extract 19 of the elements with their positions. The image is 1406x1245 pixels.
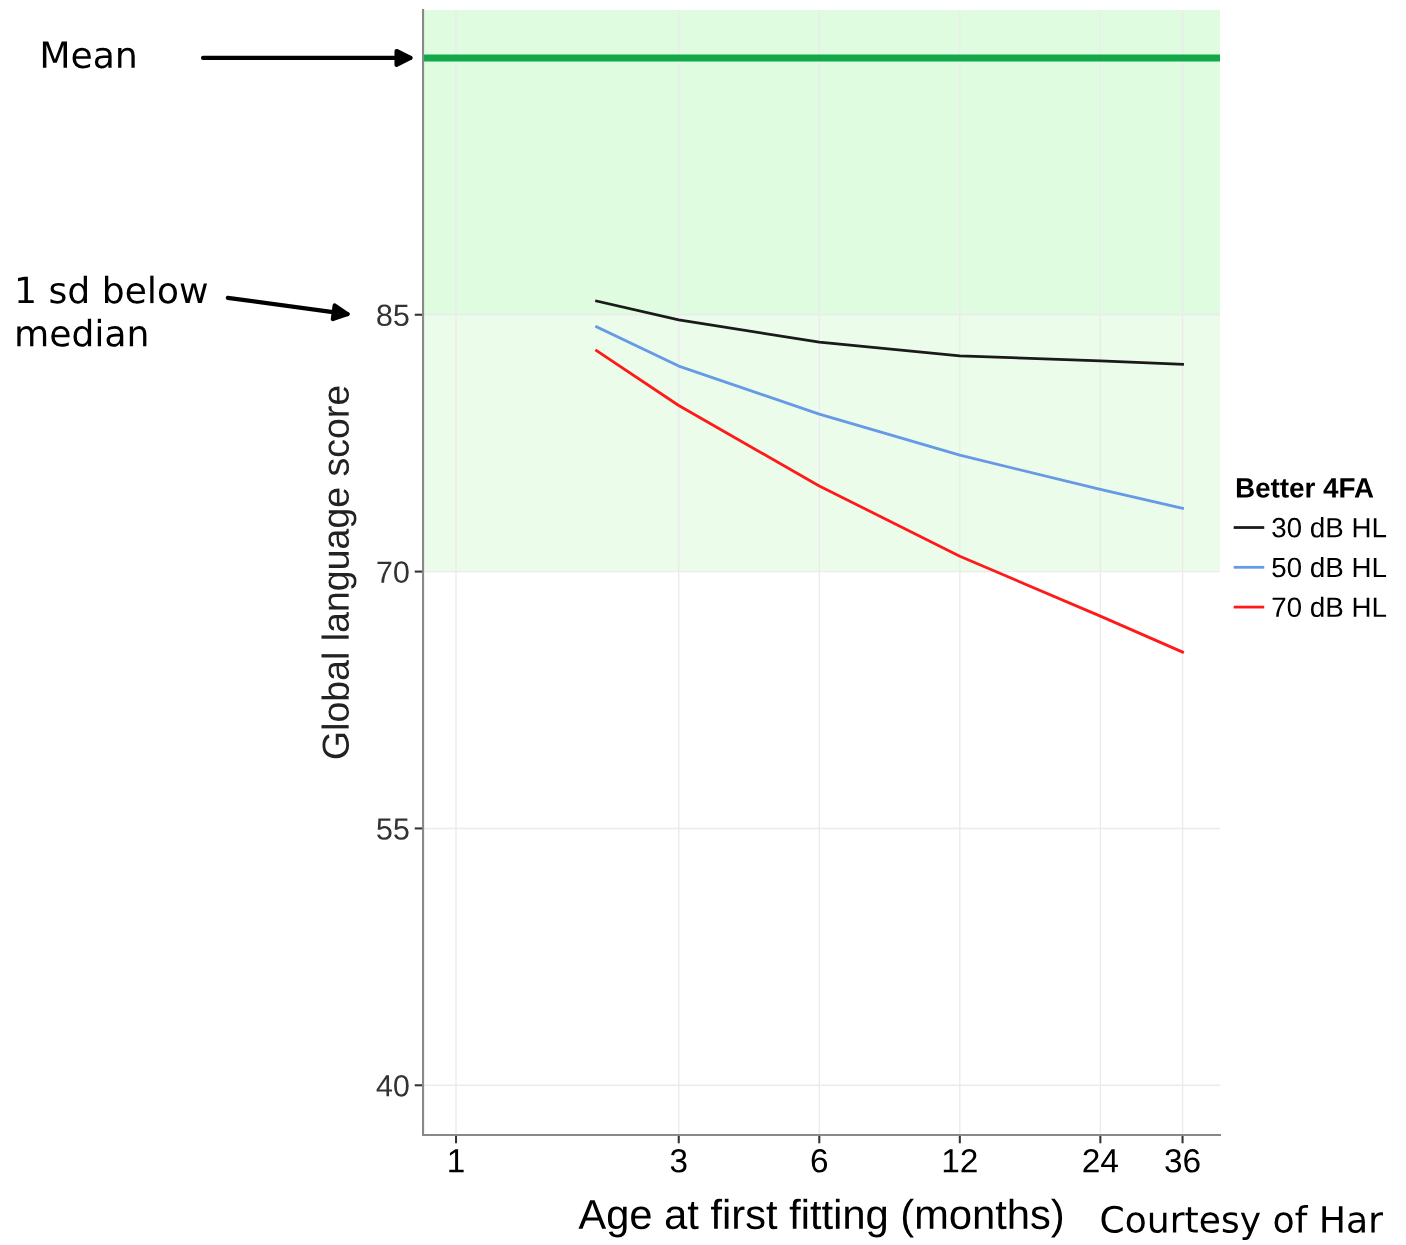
legend-title: Better 4FA xyxy=(1236,478,1374,498)
x-tick-label: 36 xyxy=(1165,1149,1200,1173)
text: 1 sd below median xyxy=(17,275,208,347)
x-tick-label: 6 xyxy=(811,1149,828,1173)
y-axis-title: Global language score xyxy=(321,386,357,759)
y-tick-label: 55 xyxy=(377,818,409,840)
x-tick-label: 1 xyxy=(449,1149,464,1173)
legend-label: 50 dB HL xyxy=(1272,556,1387,578)
legend-label: 70 dB HL xyxy=(1272,596,1387,618)
x-tick-label: 12 xyxy=(943,1149,977,1173)
legend-label: 30 dB HL xyxy=(1272,517,1387,538)
text: Courtesy of Har xyxy=(1101,1205,1383,1241)
x-axis-title: Age at first fitting (months) xyxy=(578,1198,1063,1238)
y-tick-label: 40 xyxy=(376,1075,409,1097)
x-tick-label: 3 xyxy=(670,1149,687,1173)
y-tick-label: 70 xyxy=(377,561,409,583)
y-tick-label: 85 xyxy=(377,304,409,327)
x-tick-label: 24 xyxy=(1083,1149,1118,1173)
text: Mean xyxy=(42,41,135,69)
